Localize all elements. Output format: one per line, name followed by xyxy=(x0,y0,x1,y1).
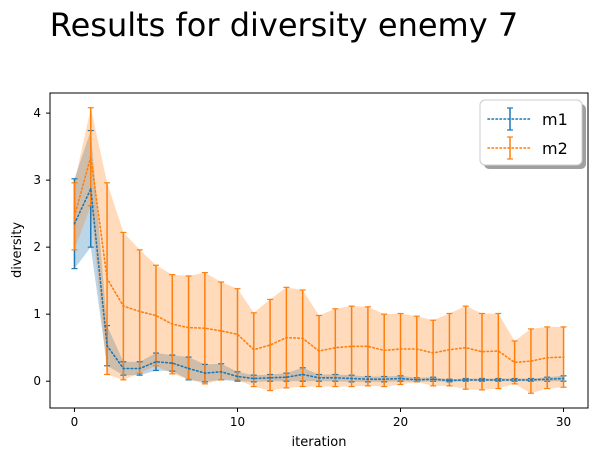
y-tick-label: 2 xyxy=(33,240,41,254)
data-point-m2 xyxy=(464,346,467,349)
data-point-m1 xyxy=(171,362,174,364)
data-point-m2 xyxy=(252,348,255,351)
data-point-m1 xyxy=(530,378,532,381)
y-axis-ticks: 0 1 2 3 4 xyxy=(33,106,50,388)
plot-frame xyxy=(49,92,589,409)
data-point-m2 xyxy=(513,361,516,364)
data-point-m1 xyxy=(203,372,206,375)
legend-item-m2: m2 xyxy=(487,136,568,160)
data-point-m2 xyxy=(432,352,435,354)
series-lines xyxy=(73,155,565,382)
x-axis-label: iteration xyxy=(292,435,347,450)
data-point-m2 xyxy=(138,310,141,313)
data-point-m1 xyxy=(432,378,435,381)
data-point-m1 xyxy=(236,375,239,378)
data-point-m2 xyxy=(350,345,353,348)
chart-title: Results for diversity enemy 7 xyxy=(50,6,518,44)
data-point-m2 xyxy=(497,350,500,352)
data-point-m1 xyxy=(350,377,353,380)
data-point-m1 xyxy=(383,378,386,381)
data-point-m1 xyxy=(464,378,467,381)
data-point-m2 xyxy=(89,155,92,158)
legend: m1 m2 xyxy=(479,99,586,169)
data-point-m1 xyxy=(187,367,190,370)
data-point-m2 xyxy=(481,350,483,353)
data-point-m2 xyxy=(285,336,288,339)
data-point-m1 xyxy=(562,377,565,380)
error-band-m2 xyxy=(74,107,564,394)
data-point-m2 xyxy=(367,345,369,348)
data-point-m2 xyxy=(399,348,402,350)
data-point-m2 xyxy=(546,356,549,359)
data-point-m1 xyxy=(138,367,141,370)
data-point-m2 xyxy=(530,360,532,362)
data-point-m2 xyxy=(122,305,125,308)
data-point-m2 xyxy=(334,346,337,349)
legend-item-m1: m1 xyxy=(487,107,568,131)
legend-label: m1 xyxy=(542,110,568,129)
data-point-m2 xyxy=(415,348,418,350)
x-tick-label: 30 xyxy=(556,415,571,429)
data-point-m1 xyxy=(546,378,549,381)
data-point-m2 xyxy=(203,327,206,330)
data-point-m1 xyxy=(448,379,451,382)
data-point-m1 xyxy=(155,360,157,363)
x-tick-label: 10 xyxy=(230,415,245,429)
data-point-m2 xyxy=(106,277,108,280)
data-point-m1 xyxy=(122,367,125,370)
data-point-m1 xyxy=(481,378,483,381)
data-point-m1 xyxy=(318,376,320,379)
data-point-m1 xyxy=(399,377,402,380)
data-point-m1 xyxy=(252,377,255,380)
y-tick-label: 1 xyxy=(33,307,41,321)
data-point-m2 xyxy=(171,323,174,326)
data-point-m2 xyxy=(318,350,320,352)
data-point-m1 xyxy=(73,222,76,225)
data-point-m2 xyxy=(220,330,223,332)
x-tick-label: 20 xyxy=(393,415,408,429)
data-point-m1 xyxy=(220,370,223,373)
data-point-m1 xyxy=(367,378,369,381)
data-point-m1 xyxy=(301,373,304,376)
y-axis-label: diversity xyxy=(10,222,25,278)
data-point-m2 xyxy=(155,314,157,317)
data-point-m1 xyxy=(106,344,108,347)
data-point-m1 xyxy=(497,378,500,381)
data-point-m2 xyxy=(383,349,386,352)
data-point-m2 xyxy=(301,337,304,340)
data-point-m1 xyxy=(513,378,516,381)
data-point-m2 xyxy=(73,215,76,218)
legend-label: m2 xyxy=(542,139,568,158)
data-point-m2 xyxy=(269,344,271,346)
y-tick-label: 0 xyxy=(33,374,41,388)
data-point-m2 xyxy=(187,326,190,329)
error-bands xyxy=(74,107,564,394)
data-point-m2 xyxy=(562,356,565,358)
data-point-m1 xyxy=(415,378,418,381)
x-tick-label: 0 xyxy=(71,415,79,429)
y-tick-label: 4 xyxy=(33,106,41,120)
data-point-m2 xyxy=(448,348,451,351)
x-axis-ticks: 0 10 20 30 xyxy=(71,408,571,429)
data-point-m1 xyxy=(269,376,271,379)
data-point-m1 xyxy=(285,376,288,379)
data-point-m2 xyxy=(236,333,239,336)
data-point-m1 xyxy=(334,376,337,379)
y-tick-label: 3 xyxy=(33,173,41,187)
data-point-m1 xyxy=(89,187,92,190)
